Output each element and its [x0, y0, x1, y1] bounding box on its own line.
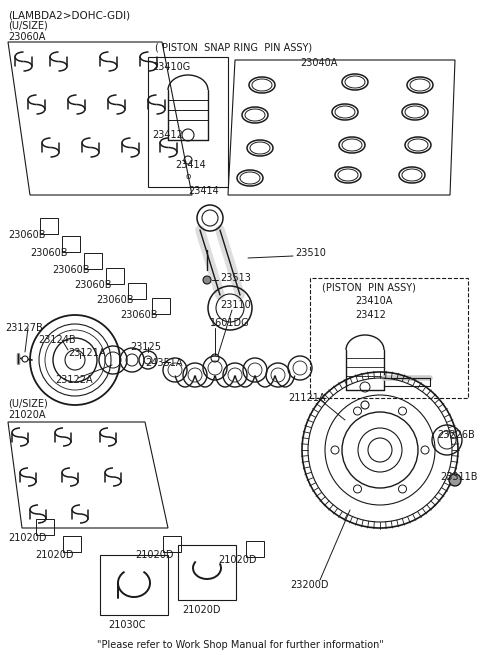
Text: 23412: 23412	[355, 310, 386, 320]
Text: 23060B: 23060B	[120, 310, 157, 320]
Text: 23513: 23513	[220, 273, 251, 283]
Text: 23060B: 23060B	[96, 295, 133, 305]
Polygon shape	[8, 422, 168, 528]
Text: (LAMBDA2>DOHC-GDI): (LAMBDA2>DOHC-GDI)	[8, 10, 130, 20]
Text: 23414: 23414	[188, 186, 219, 196]
Text: 23122A: 23122A	[55, 375, 93, 385]
Text: 21020A: 21020A	[8, 410, 46, 420]
Bar	[63, 536, 81, 552]
Text: 23060B: 23060B	[74, 280, 111, 290]
Bar	[246, 541, 264, 557]
Text: 21121A: 21121A	[288, 393, 325, 403]
Text: 23060A: 23060A	[8, 32, 46, 42]
Text: 21030C: 21030C	[108, 620, 145, 630]
Text: 23311B: 23311B	[440, 472, 478, 482]
Bar	[128, 283, 146, 299]
Text: 23060B: 23060B	[52, 265, 89, 275]
Bar	[152, 298, 170, 314]
Text: 23410A: 23410A	[355, 296, 392, 306]
Text: 23410G: 23410G	[152, 62, 190, 72]
Bar	[62, 236, 80, 252]
Bar	[36, 519, 54, 535]
Circle shape	[203, 276, 211, 284]
Circle shape	[22, 356, 28, 362]
Text: (U/SIZE): (U/SIZE)	[8, 398, 48, 408]
Text: 23040A: 23040A	[300, 58, 337, 68]
Circle shape	[449, 474, 461, 486]
Text: o: o	[185, 172, 190, 181]
Text: 23060B: 23060B	[8, 230, 46, 240]
Text: (PISTON  PIN ASSY): (PISTON PIN ASSY)	[322, 283, 416, 293]
Text: 23200D: 23200D	[290, 580, 328, 590]
Text: 21020D: 21020D	[35, 550, 73, 560]
Text: ( PISTON  SNAP RING  PIN ASSY): ( PISTON SNAP RING PIN ASSY)	[155, 43, 312, 53]
Text: "Please refer to Work Shop Manual for further information": "Please refer to Work Shop Manual for fu…	[96, 640, 384, 650]
Text: 23412: 23412	[152, 130, 183, 140]
Text: 21020D: 21020D	[218, 555, 256, 565]
Polygon shape	[8, 42, 192, 195]
Text: 23125: 23125	[130, 342, 161, 352]
Polygon shape	[228, 60, 455, 195]
Text: 23226B: 23226B	[437, 430, 475, 440]
Text: 21020D: 21020D	[135, 550, 173, 560]
Text: 21020D: 21020D	[8, 533, 47, 543]
Bar	[40, 218, 58, 234]
Text: 23414: 23414	[175, 160, 206, 170]
Bar	[310, 278, 468, 398]
Text: 23110: 23110	[220, 300, 251, 310]
Text: (U/SIZE): (U/SIZE)	[8, 21, 48, 31]
Text: 23121A: 23121A	[68, 348, 106, 358]
Bar	[106, 268, 124, 284]
Text: 1601DG: 1601DG	[210, 318, 250, 328]
Bar	[163, 536, 181, 552]
Bar	[84, 253, 102, 269]
Text: 21020D: 21020D	[182, 605, 220, 615]
Bar	[178, 545, 236, 600]
Bar	[100, 555, 168, 615]
Text: 23124B: 23124B	[38, 335, 76, 345]
Text: 23127B: 23127B	[5, 323, 43, 333]
Text: 23510: 23510	[295, 248, 326, 258]
Text: 24351A: 24351A	[145, 358, 182, 368]
Text: 23060B: 23060B	[30, 248, 68, 258]
Bar	[148, 57, 228, 187]
